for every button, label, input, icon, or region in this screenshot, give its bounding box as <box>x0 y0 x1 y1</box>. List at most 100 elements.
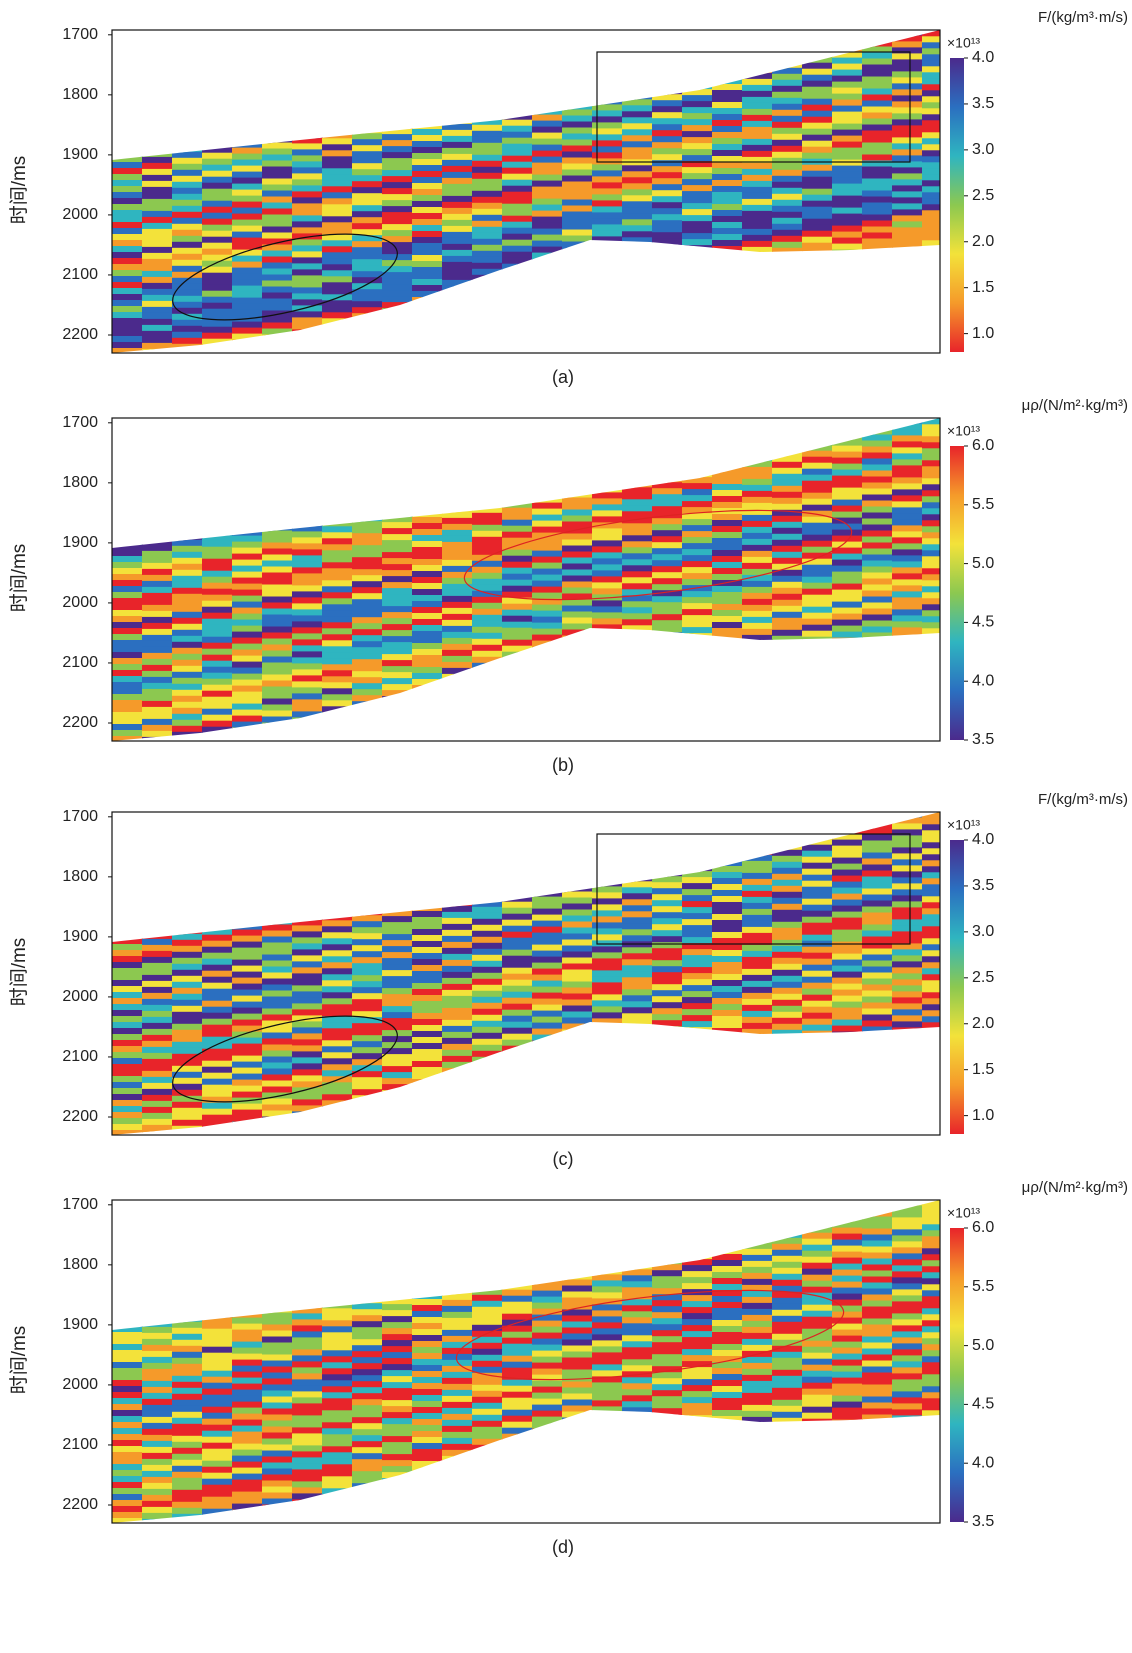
texture-cell <box>292 579 323 586</box>
texture-cell <box>892 327 923 334</box>
texture-cell <box>352 379 383 386</box>
texture-cell <box>232 388 263 395</box>
texture-cell <box>412 129 443 136</box>
texture-cell <box>862 495 893 502</box>
texture-cell <box>502 18 533 25</box>
texture-cell <box>352 809 383 816</box>
texture-cell <box>322 378 353 385</box>
texture-cell <box>682 359 713 366</box>
texture-cell <box>352 337 383 344</box>
texture-cell <box>262 751 293 758</box>
texture-cell <box>172 642 203 649</box>
texture-cell <box>802 451 833 458</box>
texture-cell <box>712 322 743 329</box>
texture-cell <box>832 268 863 275</box>
texture-cell <box>232 500 263 507</box>
texture-cell <box>262 771 293 778</box>
texture-cell <box>322 328 353 335</box>
texture-cell <box>532 109 563 116</box>
texture-cell <box>382 408 413 415</box>
texture-cell <box>142 569 173 576</box>
texture-cell <box>352 19 383 26</box>
texture-cell <box>442 82 473 89</box>
texture-cell <box>922 532 953 539</box>
texture-cell <box>382 86 413 93</box>
texture-cell <box>352 659 383 666</box>
texture-cell <box>562 242 593 249</box>
texture-cell <box>532 97 563 104</box>
texture-cell <box>712 342 743 349</box>
texture-cell <box>142 845 173 852</box>
texture-cell <box>322 324 353 331</box>
texture-cell <box>292 549 323 556</box>
texture-cell <box>352 647 383 654</box>
texture-cell <box>532 337 563 344</box>
texture-cell <box>502 310 533 317</box>
texture-cell <box>592 504 623 511</box>
texture-cell <box>142 755 173 762</box>
texture-cell <box>142 409 173 416</box>
texture-cell <box>202 841 233 848</box>
texture-cell <box>352 503 383 510</box>
texture-cell <box>712 304 743 311</box>
texture-cell <box>322 502 353 509</box>
texture-cell <box>202 697 233 704</box>
texture-cell <box>712 174 743 181</box>
texture-cell <box>592 672 623 679</box>
texture-cell <box>862 233 893 240</box>
texture-cell <box>352 509 383 516</box>
texture-cell <box>412 87 443 94</box>
texture-cell <box>232 494 263 501</box>
texture-cell <box>292 789 323 796</box>
texture-cell <box>682 639 713 646</box>
texture-cell <box>232 424 263 431</box>
texture-cell <box>412 719 443 726</box>
texture-cell <box>772 636 803 643</box>
texture-cell <box>682 311 713 318</box>
texture-cell <box>742 127 773 134</box>
texture-cell <box>592 32 623 39</box>
texture-cell <box>322 748 353 755</box>
texture-cell <box>412 331 443 338</box>
texture-cell <box>922 312 953 319</box>
texture-cell <box>352 389 383 396</box>
texture-cell <box>682 759 713 766</box>
texture-cell <box>202 835 233 842</box>
texture-cell <box>532 311 563 318</box>
texture-cell <box>682 245 713 252</box>
texture-cell <box>742 317 773 324</box>
texture-cell <box>262 351 293 358</box>
texture-cell <box>592 218 623 225</box>
texture-cell <box>352 395 383 402</box>
texture-cell <box>712 328 743 335</box>
texture-cell <box>352 413 383 420</box>
texture-cell <box>382 606 413 613</box>
texture-cell <box>652 58 683 65</box>
texture-cell <box>742 371 773 378</box>
texture-cell <box>232 812 263 819</box>
texture-cell <box>202 631 233 638</box>
texture-cell <box>502 550 533 557</box>
texture-cell <box>172 338 203 345</box>
texture-cell <box>652 100 683 107</box>
texture-cell <box>172 92 203 99</box>
texture-cell <box>562 486 593 493</box>
texture-cell <box>292 53 323 60</box>
texture-cell <box>262 739 293 746</box>
texture-cell <box>232 46 263 53</box>
texture-cell <box>412 75 443 82</box>
texture-cell <box>652 256 683 263</box>
texture-cell <box>772 146 803 153</box>
texture-cell <box>412 685 443 692</box>
texture-cell <box>772 456 803 463</box>
texture-cell <box>382 462 413 469</box>
texture-cell <box>442 374 473 381</box>
texture-cell <box>232 208 263 215</box>
texture-cell <box>382 726 413 733</box>
texture-cell <box>322 550 353 557</box>
texture-cell <box>922 114 953 121</box>
texture-cell <box>292 693 323 700</box>
texture-cell <box>472 459 503 466</box>
texture-cell <box>412 93 443 100</box>
texture-cell <box>862 483 893 490</box>
